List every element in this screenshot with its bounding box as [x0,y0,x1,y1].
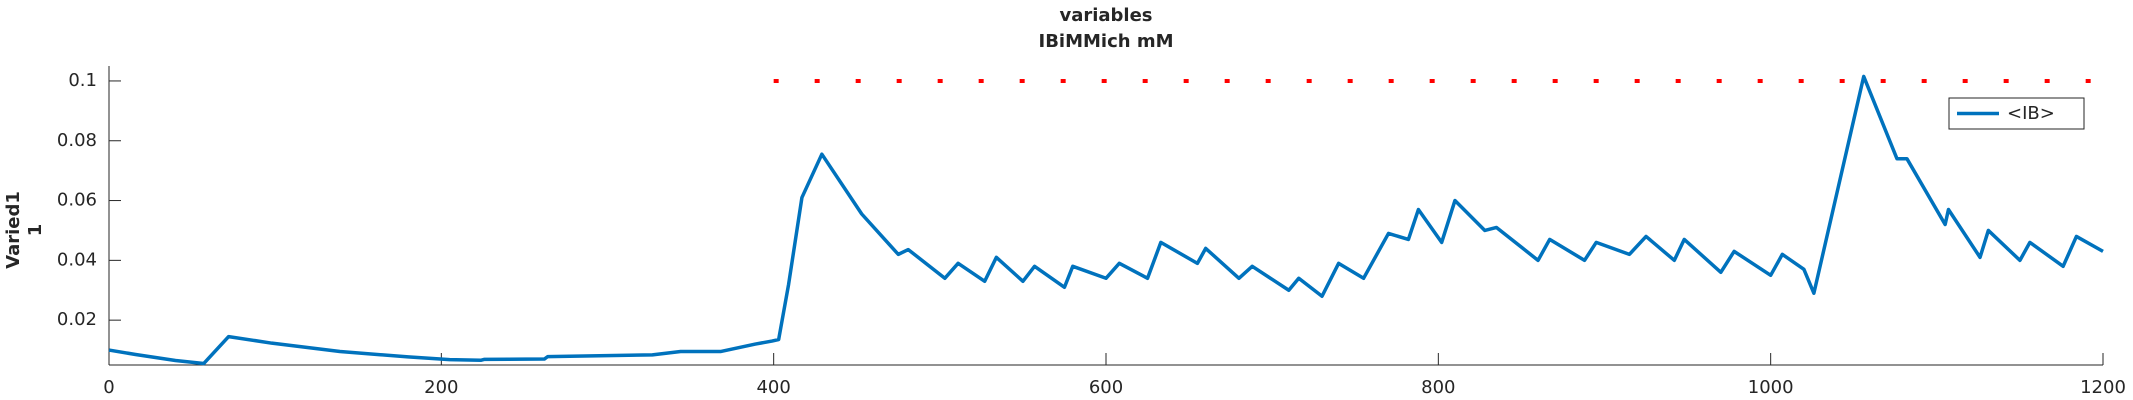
x-tick-label: 200 [424,377,458,398]
y-tick-label: 0.06 [57,190,97,211]
y-axis-label: Varied1 [3,191,24,269]
data-line [108,74,2104,366]
x-tick-label: 1200 [2080,377,2126,398]
x-tick-label: 1000 [1748,377,1794,398]
y-tick-label: 0.08 [57,130,97,151]
y-axis-label: 1 [25,224,46,237]
x-tick-label: 600 [1089,377,1123,398]
x-tick-label: 0 [103,377,114,398]
chart-title: IBiMMich mM [1039,31,1174,52]
x-tick-label: 400 [756,377,790,398]
chart-title: variables [1059,5,1152,26]
y-tick-label: 0.04 [57,249,97,270]
x-tick-label: 800 [1421,377,1455,398]
legend-label: <IB> [2007,103,2055,124]
y-tick-label: 0.1 [68,70,97,91]
y-tick-label: 0.02 [57,309,97,330]
